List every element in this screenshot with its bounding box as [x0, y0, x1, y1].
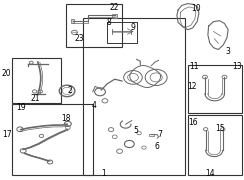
Text: 10: 10	[192, 4, 201, 13]
Bar	[12, 58, 61, 103]
Text: 3: 3	[226, 47, 231, 56]
Bar	[12, 104, 93, 175]
Text: 21: 21	[31, 94, 40, 103]
Text: 7: 7	[157, 130, 162, 139]
Text: 15: 15	[215, 124, 224, 133]
Text: 4: 4	[92, 101, 96, 110]
Bar	[188, 65, 242, 113]
Text: 14: 14	[205, 169, 215, 178]
Text: 6: 6	[155, 142, 160, 151]
Text: 11: 11	[189, 62, 199, 71]
Text: 9: 9	[131, 23, 135, 32]
Text: 22: 22	[110, 3, 119, 12]
Text: 5: 5	[133, 126, 138, 135]
Bar	[107, 22, 137, 43]
Text: 23: 23	[74, 34, 84, 43]
Bar	[188, 115, 242, 175]
Bar	[107, 22, 137, 43]
FancyBboxPatch shape	[71, 19, 74, 23]
Text: 18: 18	[61, 114, 71, 123]
Text: 2: 2	[67, 86, 72, 95]
Bar	[66, 4, 122, 47]
Text: 16: 16	[188, 118, 198, 127]
Text: 19: 19	[16, 103, 26, 112]
FancyBboxPatch shape	[112, 14, 117, 18]
Text: 13: 13	[232, 62, 242, 71]
Text: 8: 8	[106, 18, 111, 27]
Bar	[83, 18, 185, 175]
Text: 17: 17	[2, 130, 12, 139]
Text: 1: 1	[101, 169, 106, 178]
Text: 20: 20	[1, 69, 11, 78]
Text: 12: 12	[187, 82, 196, 91]
